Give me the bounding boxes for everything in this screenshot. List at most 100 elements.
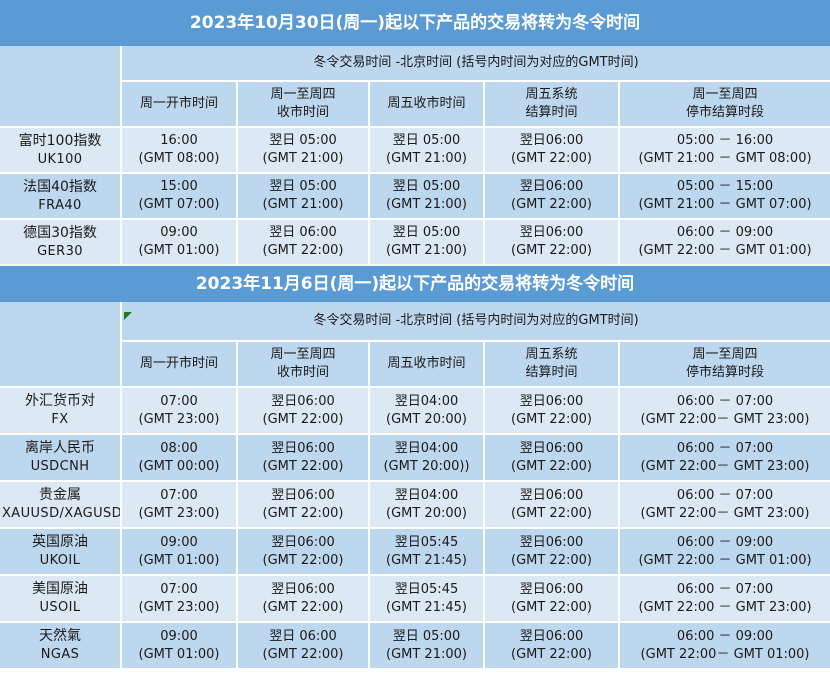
mon-thu-close-cell: 翌日06:00 (GMT 22:00) [238, 435, 370, 482]
time-local: 09:00 [160, 225, 198, 241]
settlement-window-cell: 05:00 － 16:00 (GMT 21:00 － GMT 08:00) [620, 128, 830, 174]
time-local: 翌日 05:00 [269, 133, 337, 149]
label-line-1: 周一至周四 [270, 87, 336, 103]
time-local: 翌日 05:00 [392, 133, 461, 149]
table-row: 富时100指数 UK100 16:00 (GMT 08:00) 翌日 05:00… [0, 128, 830, 174]
time-local: 翌日06:00 [271, 440, 335, 456]
time-local: 翌日05:45 [394, 581, 459, 597]
friday-close-cell: 翌日04:00 (GMT 20:00)) [370, 435, 485, 482]
time-gmt: (GMT 22:00) [262, 599, 344, 615]
product-name-cn: 富时100指数 [18, 132, 102, 149]
product-cell: 外汇货币对 FX [0, 388, 122, 435]
mon-thu-close-cell: 翌日 05:00 (GMT 21:00) [238, 128, 370, 174]
label-line-2: 收市时间 [276, 365, 329, 380]
time-gmt: (GMT 22:00) [511, 458, 592, 474]
monday-open-cell: 09:00 (GMT 01:00) [122, 623, 238, 670]
time-gmt: (GMT 21:00) [386, 243, 467, 258]
friday-settlement-cell: 翌日06:00 (GMT 22:00) [485, 388, 620, 435]
time-local: 翌日04:00 [394, 487, 459, 503]
time-gmt: (GMT 22:00) [262, 505, 344, 521]
time-local: 09:00 [160, 534, 198, 550]
table-2-head: 冬令交易时间 -北京时间 (括号内时间为对应的GMT时间) 周一开市时间 周一至… [0, 302, 830, 388]
product-name-cn: 外汇货币对 [25, 393, 95, 410]
time-gmt: (GMT 20:00) [386, 505, 467, 521]
table-row: 美国原油 USOIL 07:00 (GMT 23:00) 翌日06:00 (GM… [0, 576, 830, 623]
table-2-col-header-friday-settlement: 周五系统 结算时间 [485, 342, 620, 388]
friday-settlement-cell: 翌日06:00 (GMT 22:00) [485, 482, 620, 529]
time-gmt: (GMT 20:00) [386, 411, 467, 427]
time-gmt: (GMT 22:00) [262, 552, 344, 568]
product-name-cn: 贵金属 [39, 487, 81, 504]
monday-open-cell: 08:00 (GMT 00:00) [122, 435, 238, 482]
time-local: 06:00 － 09:00 [676, 225, 774, 241]
settlement-window-cell: 05:00 － 15:00 (GMT 21:00 － GMT 07:00) [620, 174, 830, 220]
label-line-2: 停市结算时段 [686, 105, 765, 120]
table-1-banner-title: 2023年10月30日(周一)起以下产品的交易将转为冬令时间 [189, 12, 641, 33]
table-1-body: 富时100指数 UK100 16:00 (GMT 08:00) 翌日 05:00… [0, 128, 830, 266]
time-gmt: (GMT 22:00－ GMT 23:00) [640, 458, 810, 474]
time-gmt: (GMT 21:00) [386, 646, 467, 662]
time-local: 翌日06:00 [519, 487, 584, 503]
product-symbol: NGAS [40, 647, 80, 663]
table-row: 天然氣 NGAS 09:00 (GMT 01:00) 翌日 06:00 (GMT… [0, 623, 830, 670]
product-name-cn: 天然氣 [39, 628, 81, 645]
table-2-span-header-label: 冬令交易时间 -北京时间 (括号内时间为对应的GMT时间) [313, 313, 639, 329]
mon-thu-close-cell: 翌日 06:00 (GMT 22:00) [238, 623, 370, 670]
monday-open-cell: 16:00 (GMT 08:00) [122, 128, 238, 174]
label-line-2: 结算时间 [525, 365, 578, 380]
time-gmt: (GMT 08:00) [138, 151, 220, 166]
table-1-col-header-mon-thu-close: 周一至周四 收市时间 [238, 82, 370, 128]
table-1-col-header-mon-thu-settlement-window: 周一至周四 停市结算时段 [620, 82, 830, 128]
time-gmt: (GMT 22:00) [262, 646, 344, 662]
table-1-col-header-friday-settlement: 周五系统 结算时间 [485, 82, 620, 128]
settlement-window-cell: 06:00 － 09:00 (GMT 22:00－ GMT 01:00) [620, 623, 830, 670]
friday-close-cell: 翌日 05:00 (GMT 21:00) [370, 623, 485, 670]
table-1-head: 冬令交易时间 -北京时间 (括号内时间为对应的GMT时间) 周一开市时间 周一至… [0, 46, 830, 128]
product-cell: 天然氣 NGAS [0, 623, 122, 670]
time-local: 翌日 06:00 [269, 225, 337, 241]
table-1-span-header-row: 冬令交易时间 -北京时间 (括号内时间为对应的GMT时间) [0, 46, 830, 128]
product-name-cn: 美国原油 [32, 581, 88, 598]
friday-close-cell: 翌日 05:00 (GMT 21:00) [370, 220, 485, 266]
time-local: 06:00 － 09:00 [676, 534, 774, 550]
time-local: 07:00 [160, 393, 198, 409]
table-1-col-header-friday-close: 周五收市时间 [370, 82, 485, 128]
time-gmt: (GMT 01:00) [138, 646, 220, 662]
time-gmt: (GMT 21:00) [386, 197, 467, 212]
table-2: 冬令交易时间 -北京时间 (括号内时间为对应的GMT时间) 周一开市时间 周一至… [0, 302, 830, 670]
label-line-1: 周五系统 [525, 347, 578, 363]
table-1-corner-cell [0, 46, 122, 128]
product-cell: 离岸人民币 USDCNH [0, 435, 122, 482]
time-gmt: (GMT 23:00) [138, 411, 220, 427]
time-local: 06:00 － 07:00 [676, 487, 774, 503]
product-name-cn: 离岸人民币 [25, 440, 95, 457]
time-gmt: (GMT 23:00) [138, 505, 220, 521]
time-local: 07:00 [160, 581, 198, 597]
monday-open-cell: 07:00 (GMT 23:00) [122, 576, 238, 623]
table-row: 贵金属 XAUUSD/XAGUSD 07:00 (GMT 23:00) 翌日06… [0, 482, 830, 529]
time-local: 翌日 05:00 [269, 179, 337, 195]
time-local: 翌日06:00 [271, 581, 335, 597]
table-2-col-header-mon-thu-settlement-window: 周一至周四 停市结算时段 [620, 342, 830, 388]
table-row: 外汇货币对 FX 07:00 (GMT 23:00) 翌日06:00 (GMT … [0, 388, 830, 435]
time-local: 翌日04:00 [394, 440, 459, 456]
product-cell: 贵金属 XAUUSD/XAGUSD [0, 482, 122, 529]
time-local: 15:00 [160, 179, 198, 195]
time-local: 16:00 [160, 133, 198, 149]
friday-close-cell: 翌日05:45 (GMT 21:45) [370, 529, 485, 576]
label-line-1: 周五收市时间 [387, 356, 466, 372]
settlement-window-cell: 06:00 － 07:00 (GMT 22:00－ GMT 23:00) [620, 388, 830, 435]
settlement-window-cell: 06:00 － 07:00 (GMT 22:00 － GMT 23:00) [620, 576, 830, 623]
table-2-col-header-friday-close: 周五收市时间 [370, 342, 485, 388]
time-local: 翌日06:00 [519, 225, 584, 241]
time-local: 翌日 05:00 [392, 179, 461, 195]
table-2-span-header: 冬令交易时间 -北京时间 (括号内时间为对应的GMT时间) [122, 302, 830, 342]
table-2-span-header-row: 冬令交易时间 -北京时间 (括号内时间为对应的GMT时间) [0, 302, 830, 388]
time-gmt: (GMT 22:00－ GMT 23:00) [640, 505, 810, 521]
time-gmt: (GMT 22:00) [262, 243, 344, 258]
time-local: 翌日06:00 [519, 179, 584, 195]
time-local: 翌日 05:00 [392, 628, 461, 644]
time-local: 翌日06:00 [519, 534, 584, 550]
time-gmt: (GMT 01:00) [138, 243, 220, 258]
time-gmt: (GMT 21:45) [386, 599, 467, 615]
